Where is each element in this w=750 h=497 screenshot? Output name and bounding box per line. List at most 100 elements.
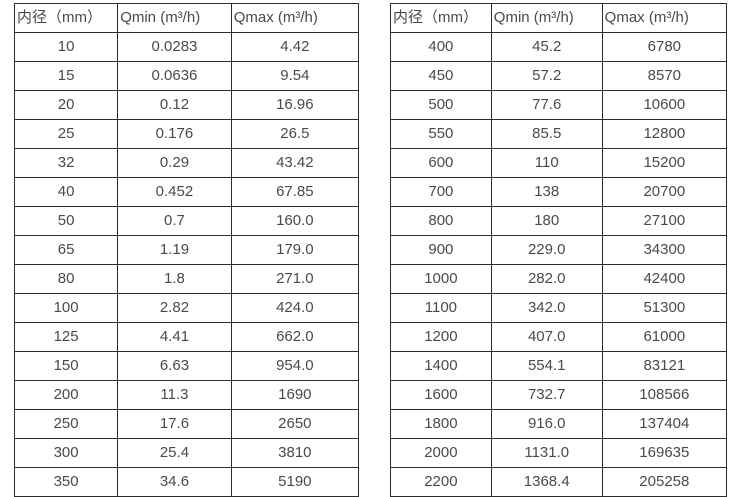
table-row: 40 0.452 67.85: [13, 177, 360, 207]
table-cell: 15: [13, 61, 119, 91]
table-cell: 5190: [230, 467, 360, 497]
table-cell: 138: [490, 177, 603, 207]
table-cell: 108566: [601, 380, 728, 410]
table-cell: 12800: [601, 119, 728, 149]
header-row: 内径（mm） Qmin (m³/h) Qmax (m³/h): [13, 3, 360, 33]
table-cell: 43.42: [230, 148, 360, 178]
table-cell: 954.0: [230, 351, 360, 381]
table-row: 1600 732.7 108566: [390, 380, 728, 410]
table-cell: 65: [13, 235, 119, 265]
table-cell: 1600: [390, 380, 492, 410]
table-cell: 350: [13, 467, 119, 497]
table-cell: 250: [13, 409, 119, 439]
table-cell: 1131.0: [490, 438, 603, 468]
page: 内径（mm） Qmin (m³/h) Qmax (m³/h) 10 0.0283 4…: [13, 3, 728, 497]
table-cell: 137404: [601, 409, 728, 439]
table-row: 600 110 15200: [390, 148, 728, 178]
table-row: 550 85.5 12800: [390, 119, 728, 149]
table-cell: 400: [390, 32, 492, 62]
table-cell: 77.6: [490, 90, 603, 120]
table-cell: 3810: [230, 438, 360, 468]
table-row: 10 0.0283 4.42: [13, 32, 360, 62]
table-row: 1200 407.0 61000: [390, 322, 728, 352]
table-cell: 1100: [390, 293, 492, 323]
table-cell: 1368.4: [490, 467, 603, 497]
table-cell: 34300: [601, 235, 728, 265]
table-cell: 150: [13, 351, 119, 381]
table-row: 15 0.0636 9.54: [13, 61, 360, 91]
table-cell: 4.41: [117, 322, 232, 352]
header-cell-qmin: Qmin (m³/h): [490, 3, 603, 33]
table-cell: 662.0: [230, 322, 360, 352]
table-cell: 20700: [601, 177, 728, 207]
table-cell: 500: [390, 90, 492, 120]
table-row: 150 6.63 954.0: [13, 351, 360, 381]
table-cell: 1200: [390, 322, 492, 352]
table-cell: 2200: [390, 467, 492, 497]
table-cell: 42400: [601, 264, 728, 294]
table-cell: 80: [13, 264, 119, 294]
table-row: 250 17.6 2650: [13, 409, 360, 439]
table-cell: 0.452: [117, 177, 232, 207]
table-cell: 900: [390, 235, 492, 265]
table-cell: 1.19: [117, 235, 232, 265]
table-cell: 0.176: [117, 119, 232, 149]
table-cell: 26.5: [230, 119, 360, 149]
table-cell: 342.0: [490, 293, 603, 323]
table-cell: 45.2: [490, 32, 603, 62]
table-row: 350 34.6 5190: [13, 467, 360, 497]
table-cell: 0.7: [117, 206, 232, 236]
table-cell: 0.12: [117, 90, 232, 120]
header-cell-qmax: Qmax (m³/h): [601, 3, 728, 33]
table-row: 400 45.2 6780: [390, 32, 728, 62]
table-cell: 27100: [601, 206, 728, 236]
table-cell: 916.0: [490, 409, 603, 439]
table-cell: 700: [390, 177, 492, 207]
header-cell-qmin: Qmin (m³/h): [117, 3, 232, 33]
table-cell: 180: [490, 206, 603, 236]
table-cell: 15200: [601, 148, 728, 178]
table-cell: 10600: [601, 90, 728, 120]
table-cell: 67.85: [230, 177, 360, 207]
table-cell: 450: [390, 61, 492, 91]
table-cell: 9.54: [230, 61, 360, 91]
table-cell: 85.5: [490, 119, 603, 149]
table-row: 1800 916.0 137404: [390, 409, 728, 439]
table-row: 2000 1131.0 169635: [390, 438, 728, 468]
table-cell: 0.0636: [117, 61, 232, 91]
table-cell: 100: [13, 293, 119, 323]
table-cell: 83121: [601, 351, 728, 381]
table-cell: 34.6: [117, 467, 232, 497]
table-row: 500 77.6 10600: [390, 90, 728, 120]
table-cell: 8570: [601, 61, 728, 91]
table-cell: 50: [13, 206, 119, 236]
header-cell-diameter: 内径（mm）: [13, 3, 119, 33]
table-cell: 16.96: [230, 90, 360, 120]
table-row: 100 2.82 424.0: [13, 293, 360, 323]
table-row: 50 0.7 160.0: [13, 206, 360, 236]
table-cell: 61000: [601, 322, 728, 352]
table-row: 300 25.4 3810: [13, 438, 360, 468]
table-cell: 1000: [390, 264, 492, 294]
table-cell: 11.3: [117, 380, 232, 410]
table-cell: 282.0: [490, 264, 603, 294]
table-row: 65 1.19 179.0: [13, 235, 360, 265]
table-row: 32 0.29 43.42: [13, 148, 360, 178]
table-row: 25 0.176 26.5: [13, 119, 360, 149]
table-cell: 229.0: [490, 235, 603, 265]
table-cell: 6780: [601, 32, 728, 62]
table-row: 1400 554.1 83121: [390, 351, 728, 381]
table-cell: 554.1: [490, 351, 603, 381]
table-body-left: 10 0.0283 4.42 15 0.0636 9.54 20 0.12 16.96 25 0.1…: [13, 32, 360, 497]
table-cell: 6.63: [117, 351, 232, 381]
table-cell: 1690: [230, 380, 360, 410]
table-cell: 424.0: [230, 293, 360, 323]
table-cell: 205258: [601, 467, 728, 497]
table-cell: 110: [490, 148, 603, 178]
header-cell-qmax: Qmax (m³/h): [230, 3, 360, 33]
table-cell: 800: [390, 206, 492, 236]
table-cell: 1800: [390, 409, 492, 439]
table-cell: 4.42: [230, 32, 360, 62]
table-cell: 407.0: [490, 322, 603, 352]
header-row: 内径（mm） Qmin (m³/h) Qmax (m³/h): [390, 3, 728, 33]
